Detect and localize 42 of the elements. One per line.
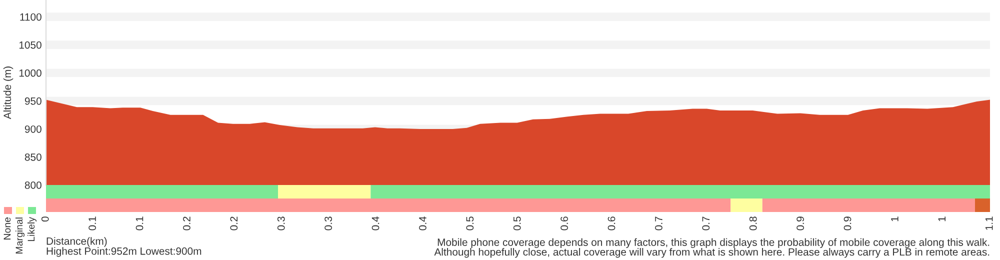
y-tick-label: 850 xyxy=(24,153,42,161)
x-tick-label: 0.9 xyxy=(844,216,852,230)
x-tick-label: 0.1 xyxy=(136,216,144,230)
y-tick-label: 1050 xyxy=(19,41,42,49)
bar xyxy=(762,198,975,212)
bar xyxy=(370,185,990,198)
x-tick-label: 0.4 xyxy=(419,216,426,230)
x-axis-title: Distance(km) xyxy=(46,237,107,247)
y-tick-label: 800 xyxy=(24,182,42,189)
bar xyxy=(730,198,762,212)
x-tick-label: 0.9 xyxy=(796,216,804,230)
x-tick-label: 0.7 xyxy=(655,216,662,230)
text: Mobile phone coverage depends on many factors, this graph displays the probability of mobile coverage along this walk. Although hopefully close, actual coverage will vary from what is shown here. Please always carry a PLB in remote areas. xyxy=(434,238,990,258)
legend-label: Marginal xyxy=(15,218,25,254)
x-tick-label: 0.3 xyxy=(277,216,285,230)
bar xyxy=(278,185,371,198)
legend-label: Likely xyxy=(27,217,37,242)
x-tick-label: 0.5 xyxy=(466,216,474,230)
x-tick-label: 1 xyxy=(891,216,898,222)
y-tick-label: 900 xyxy=(24,125,42,133)
y-tick-label: 950 xyxy=(24,97,42,105)
text: Highest Point:952m Lowest:900m xyxy=(46,247,202,257)
x-tick-label: 1 xyxy=(938,216,946,222)
bar xyxy=(975,198,990,212)
x-tick-label: 0.6 xyxy=(560,216,568,230)
x-tick-label: 0.3 xyxy=(324,216,332,230)
y-tick-label: 1000 xyxy=(19,69,42,77)
x-tick-label: 0.7 xyxy=(702,216,710,230)
x-tick-label: 1.1 xyxy=(986,216,993,230)
x-tick-label: 0.2 xyxy=(230,216,238,230)
x-tick-label: 0.4 xyxy=(372,216,380,230)
x-tick-label: 0 xyxy=(41,216,49,222)
x-tick-label: 0.2 xyxy=(183,216,190,230)
x-tick-label: 0.6 xyxy=(608,216,616,230)
y-axis-title: Altitude (m) xyxy=(3,66,14,120)
legend-label: None xyxy=(4,217,11,240)
bar xyxy=(46,185,278,198)
y-tick-label: 1100 xyxy=(20,13,42,21)
x-tick-label: 0.1 xyxy=(88,216,96,230)
x-tick-label: 0.5 xyxy=(513,216,521,230)
bar xyxy=(46,198,731,212)
x-tick-label: 0.8 xyxy=(749,216,757,230)
